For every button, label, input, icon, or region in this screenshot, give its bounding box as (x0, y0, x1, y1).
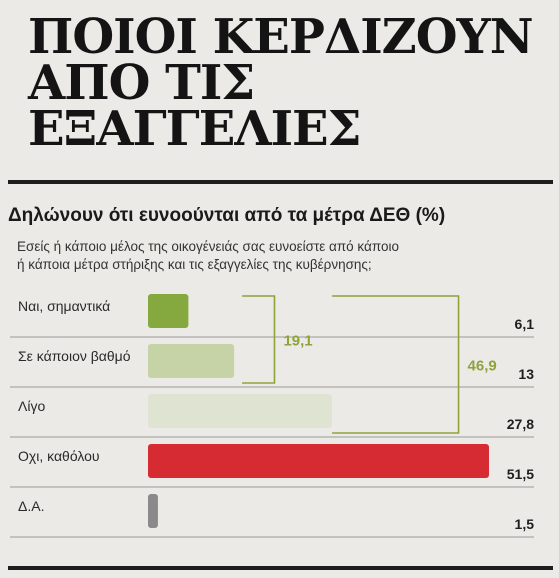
value-label: 6,1 (515, 316, 535, 332)
value-label: 51,5 (507, 466, 534, 482)
bracket-label: 19,1 (283, 333, 312, 350)
category-label: Δ.Α. (18, 498, 44, 514)
chart-subtitle: Δηλώνουν ότι ευνοούνται από τα μέτρα ΔΕΘ… (8, 205, 446, 226)
bar (148, 344, 235, 378)
headline: ΠΟΙΟΙ ΚΕΡΔΙΖΟΥΝ ΑΠΟ ΤΙΣ ΕΞΑΓΓΕΛΙΕΣ (28, 9, 534, 157)
bar (148, 444, 489, 478)
bracket-line (332, 295, 460, 434)
top-divider (8, 180, 553, 184)
bottom-divider (8, 566, 553, 570)
bracket-label: 46,9 (468, 358, 497, 375)
value-label: 1,5 (515, 516, 535, 532)
category-label: Σε κάποιον βαθμό (18, 348, 131, 364)
category-label: Οχι, καθόλου (18, 448, 100, 464)
value-label: 13 (518, 366, 534, 382)
category-label: Λίγο (18, 398, 45, 414)
value-label: 27,8 (507, 416, 534, 432)
bar (148, 294, 189, 328)
category-label: Ναι, σημαντικά (18, 298, 110, 314)
bar (148, 394, 333, 428)
survey-question: Εσείς ή κάποιο μέλος της οικογένειάς σας… (17, 239, 399, 272)
bracket-line (242, 295, 276, 384)
bar (148, 494, 158, 528)
